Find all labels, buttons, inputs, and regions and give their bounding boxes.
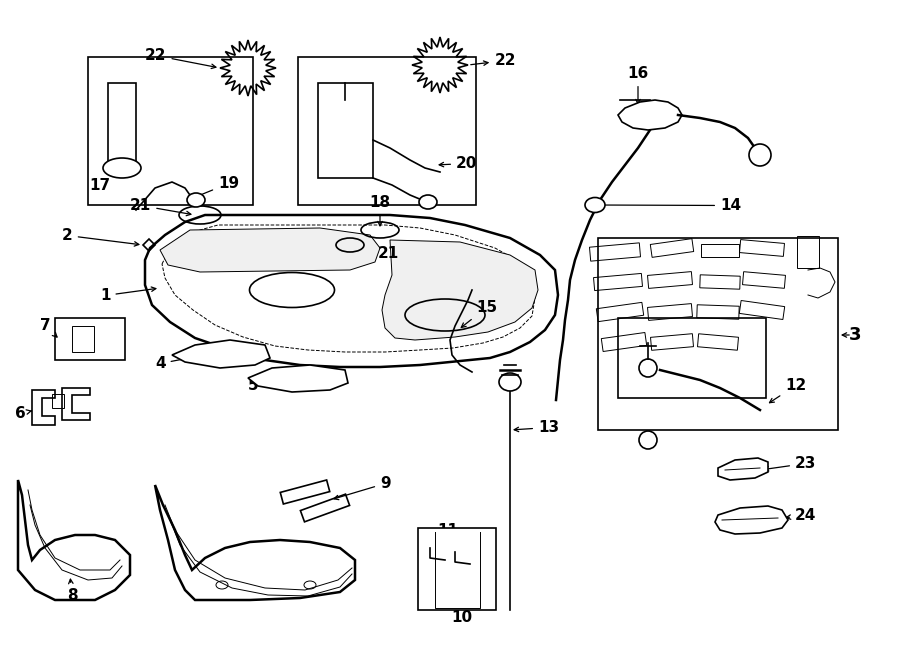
Ellipse shape (187, 193, 205, 207)
Text: 14: 14 (599, 198, 741, 213)
Text: 17: 17 (89, 178, 111, 193)
Bar (318, 83, 373, 178)
Text: 10: 10 (452, 610, 472, 625)
Text: 9: 9 (334, 476, 391, 500)
Bar (298, 57, 476, 205)
Polygon shape (145, 215, 558, 367)
Polygon shape (618, 100, 682, 130)
Text: 22: 22 (145, 48, 216, 69)
Text: 21: 21 (377, 246, 399, 261)
Ellipse shape (639, 359, 657, 377)
Text: 11: 11 (437, 523, 458, 538)
Text: 21: 21 (130, 198, 191, 216)
Polygon shape (172, 340, 270, 368)
Polygon shape (155, 485, 355, 600)
Text: 18: 18 (369, 195, 391, 226)
Ellipse shape (103, 158, 141, 178)
Text: 2: 2 (62, 228, 139, 246)
Text: 12: 12 (770, 378, 806, 402)
Text: 22: 22 (471, 53, 517, 68)
Text: 4: 4 (155, 352, 216, 371)
Bar (418, 528, 496, 610)
Polygon shape (715, 506, 788, 534)
Text: 15: 15 (462, 300, 497, 328)
Bar (88, 57, 253, 205)
Text: 19: 19 (192, 176, 239, 199)
Text: 16: 16 (627, 66, 649, 104)
Bar (52, 394, 64, 408)
Text: 20: 20 (439, 156, 477, 171)
Ellipse shape (499, 373, 521, 391)
Bar (108, 83, 136, 168)
Text: 3: 3 (849, 326, 861, 344)
Polygon shape (160, 228, 380, 272)
Polygon shape (248, 365, 348, 392)
Text: 5: 5 (248, 377, 286, 393)
Ellipse shape (639, 431, 657, 449)
Polygon shape (718, 458, 768, 480)
Text: 6: 6 (15, 406, 32, 421)
Ellipse shape (749, 144, 771, 166)
Polygon shape (382, 240, 538, 340)
Text: 24: 24 (787, 508, 816, 523)
Bar (618, 318, 766, 398)
Text: 7: 7 (40, 318, 57, 337)
Bar (598, 238, 838, 430)
Text: 23: 23 (764, 456, 816, 471)
Text: 8: 8 (67, 579, 77, 603)
Ellipse shape (419, 195, 437, 209)
Text: 13: 13 (514, 420, 559, 435)
Polygon shape (18, 480, 130, 600)
Bar (72, 326, 94, 352)
Text: 1: 1 (100, 287, 156, 303)
Bar (55, 318, 125, 360)
Ellipse shape (585, 197, 605, 213)
